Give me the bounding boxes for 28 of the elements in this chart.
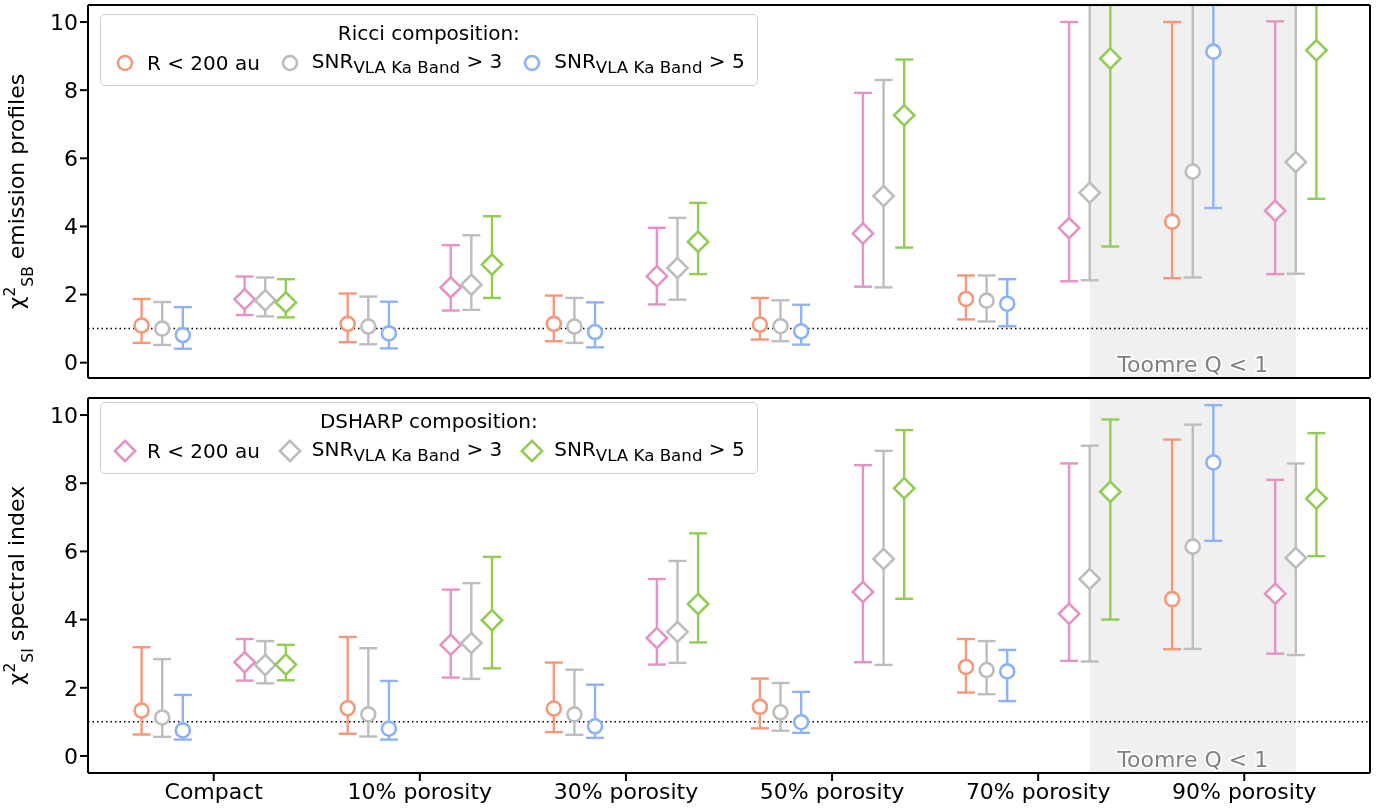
band-label: Toomre Q < 1 bbox=[1116, 747, 1269, 772]
y-tick-label: 2 bbox=[64, 675, 78, 701]
y-tick-label: 0 bbox=[64, 743, 78, 769]
y-tick-label: 8 bbox=[64, 471, 78, 497]
x-tick-label: Compact bbox=[164, 778, 264, 804]
x-tick-label: 50% porosity bbox=[759, 778, 905, 804]
legend-title: Ricci composition: bbox=[336, 21, 521, 45]
x-tick-label: 70% porosity bbox=[965, 778, 1111, 804]
legend-label: SNR$_{VLA Ka Band}$ > 5 bbox=[554, 437, 745, 465]
legend-label: SNR$_{VLA Ka Band}$ > 3 bbox=[311, 437, 503, 465]
y-tick-label: 4 bbox=[64, 607, 78, 633]
x-tick-label: 90% porosity bbox=[1171, 778, 1317, 804]
legend-label: SNR$_{VLA Ka Band}$ > 5 bbox=[554, 49, 745, 77]
y-tick-label: 6 bbox=[64, 146, 78, 172]
legend-label: SNR$_{VLA Ka Band}$ > 3 bbox=[311, 49, 503, 77]
y-tick-label: 10 bbox=[50, 402, 78, 428]
legend-title: DSHARP composition: bbox=[318, 409, 539, 433]
y-tick-label: 4 bbox=[64, 214, 78, 240]
y-tick-label: 10 bbox=[50, 9, 78, 35]
y-tick-label: 8 bbox=[64, 77, 78, 103]
legend-label: R < 200 au bbox=[147, 439, 260, 463]
y-tick-label: 2 bbox=[64, 282, 78, 308]
x-tick-label: 10% porosity bbox=[347, 778, 493, 804]
band-label: Toomre Q < 1 bbox=[1116, 352, 1269, 377]
y-tick-label: 6 bbox=[64, 539, 78, 565]
y-tick-label: 0 bbox=[64, 350, 78, 376]
x-tick-label: 30% porosity bbox=[553, 778, 699, 804]
legend-label: R < 200 au bbox=[147, 51, 260, 75]
